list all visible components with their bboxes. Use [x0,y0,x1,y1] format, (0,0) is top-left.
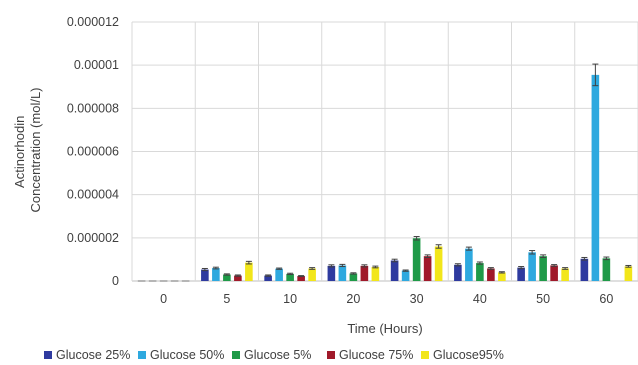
bar [328,266,336,281]
bar [465,249,473,281]
bar [391,260,399,281]
y-tick-label: 0 [112,274,119,288]
bar [603,258,611,281]
bar [402,271,410,281]
bar [592,75,600,281]
y-tick-label: 0.000012 [67,15,119,29]
bar [550,265,558,281]
bar [361,266,369,281]
legend-swatch [232,351,240,359]
y-axis-title-line-1: Actinorhodin [12,116,27,188]
y-axis-title-line-2: Concentration (mol/L) [28,88,43,213]
legend-label: Glucose 5% [244,348,311,362]
legend-label: Glucose95% [433,348,504,362]
bar [498,272,506,281]
bar [308,268,316,281]
bar [528,252,536,281]
bar [372,267,380,281]
y-tick-label: 0.000006 [67,145,119,159]
bar [339,265,347,281]
y-axis-title: Actinorhodin Concentration (mol/L) [12,88,43,213]
legend-label: Glucose 75% [339,348,413,362]
legend-swatch [44,351,52,359]
x-axis-title: Time (Hours) [347,321,422,336]
bar [201,270,209,281]
bar [424,256,432,281]
bar [561,268,569,281]
y-tick-label: 0.000002 [67,231,119,245]
y-axis-ticks: 0 0.000002 0.000004 0.000006 0.000008 0.00001… [67,15,119,288]
x-tick-label: 60 [599,292,613,306]
x-tick-label: 50 [536,292,550,306]
x-tick-label: 10 [283,292,297,306]
y-tick-label: 0.000004 [67,188,119,202]
x-axis-ticks: 0 5 10 20 30 40 50 60 [160,292,613,306]
x-tick-label: 20 [346,292,360,306]
bar [275,269,283,281]
y-tick-label: 0.000008 [67,101,119,115]
bar [581,259,589,281]
legend: Glucose 25% Glucose 50% Glucose 5% Glucose … [44,348,504,362]
gridlines [132,22,638,281]
y-tick-label: 0.00001 [74,58,119,72]
bar [539,256,547,281]
bar [454,265,462,281]
bar [245,263,253,281]
bar [413,238,421,281]
x-tick-label: 5 [223,292,230,306]
legend-label: Glucose 50% [150,348,224,362]
legend-swatch [421,351,429,359]
bar [212,268,220,281]
bar [625,266,633,281]
legend-swatch [138,351,146,359]
bar [487,268,495,281]
x-tick-label: 0 [160,292,167,306]
legend-swatch [327,351,335,359]
x-tick-label: 40 [473,292,487,306]
bar [517,268,525,281]
x-tick-label: 30 [410,292,424,306]
bar [435,246,443,281]
legend-label: Glucose 25% [56,348,130,362]
bar [476,263,484,281]
